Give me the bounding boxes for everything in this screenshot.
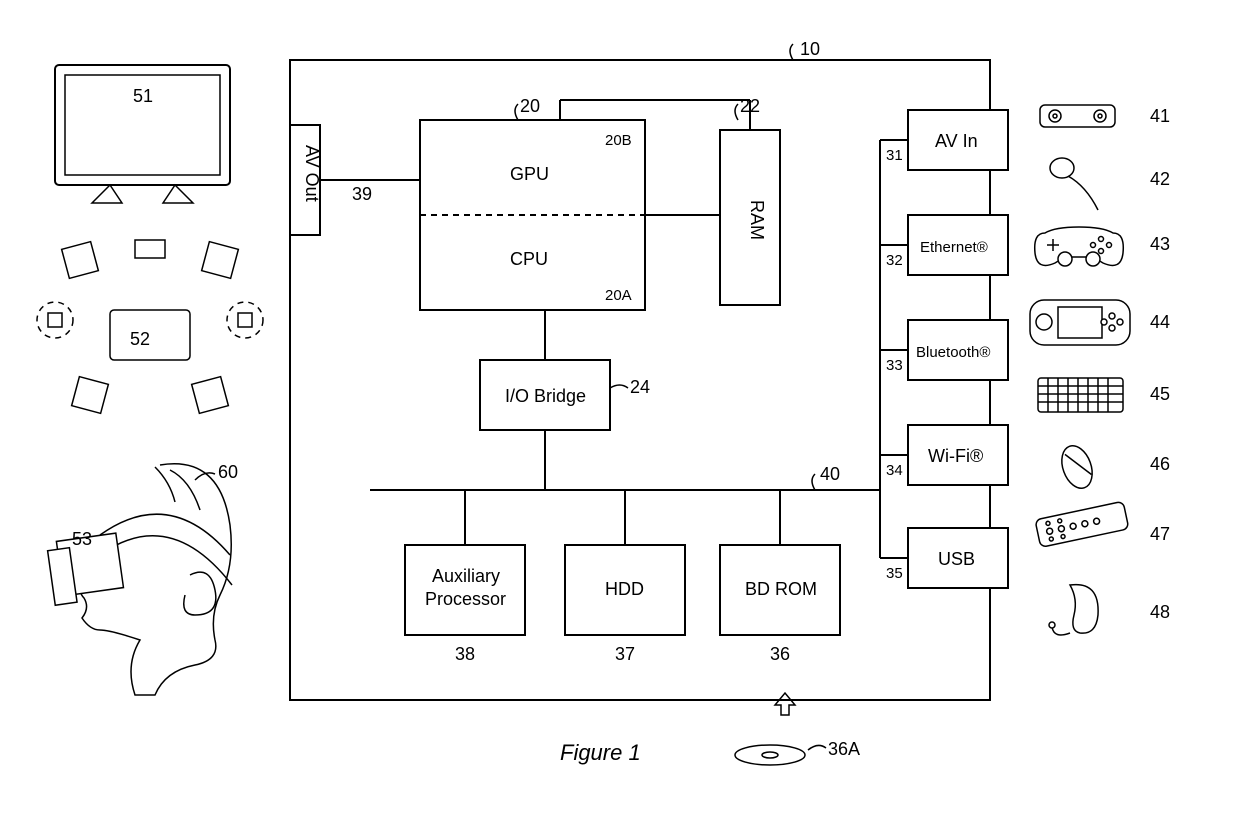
port-avin-ref: 31 — [886, 147, 903, 164]
leader-36a — [808, 745, 826, 750]
ram-label: RAM — [747, 200, 767, 240]
gpu-ref: 20B — [605, 132, 632, 149]
handheld-icon — [1030, 300, 1130, 345]
avout-bus-ref: 39 — [352, 184, 372, 204]
port-wifi-label: Wi-Fi® — [928, 446, 983, 466]
disc-icon — [735, 745, 805, 765]
mouse-icon — [1056, 442, 1097, 493]
hdd-label: HDD — [605, 579, 644, 599]
io-bus-ref: 40 — [820, 464, 840, 484]
port-eth-label: Ethernet® — [920, 239, 988, 256]
hmd-ref: 60 — [218, 462, 238, 482]
hmd-icon — [48, 464, 232, 695]
hmd-visor-ref: 53 — [72, 529, 92, 549]
camera-icon — [1040, 105, 1115, 127]
io-bridge-ref: 24 — [630, 377, 650, 397]
tv-ref: 51 — [133, 86, 153, 106]
aux-label2: Processor — [425, 589, 506, 609]
io-bridge-label: I/O Bridge — [505, 386, 586, 406]
remote-icon — [1035, 501, 1129, 547]
aux-ref: 38 — [455, 644, 475, 664]
mic-ref: 42 — [1150, 169, 1170, 189]
headset-ref: 48 — [1150, 602, 1170, 622]
mouse-ref: 46 — [1150, 454, 1170, 474]
bdrom-ref: 36 — [770, 644, 790, 664]
headset-icon — [1049, 585, 1098, 635]
port-avin-label: AV In — [935, 131, 978, 151]
port-bt-label: Bluetooth® — [916, 344, 990, 361]
cpu-ref: 20A — [605, 287, 632, 304]
port-bt-ref: 33 — [886, 357, 903, 374]
aux-label1: Auxiliary — [432, 566, 500, 586]
disc-ref: 36A — [828, 739, 860, 759]
bdrom-label: BD ROM — [745, 579, 817, 599]
keyboard-icon — [1038, 378, 1123, 412]
port-eth-ref: 32 — [886, 252, 903, 269]
port-usb-label: USB — [938, 549, 975, 569]
figure-canvas: 10 AV Out GPU 20B CPU 20A 20 RAM 22 39 I… — [0, 0, 1240, 813]
port-usb-ref: 35 — [886, 565, 903, 582]
leader-10 — [790, 44, 793, 60]
port-wifi-ref: 34 — [886, 462, 903, 479]
system-ref: 10 — [800, 39, 820, 59]
camera-ref: 41 — [1150, 106, 1170, 126]
apu-ref: 20 — [520, 96, 540, 116]
gamepad-icon — [1035, 227, 1124, 266]
remote-ref: 47 — [1150, 524, 1170, 544]
hdd-ref: 37 — [615, 644, 635, 664]
surround-ref: 52 — [130, 329, 150, 349]
gamepad-ref: 43 — [1150, 234, 1170, 254]
surround-icon — [37, 240, 263, 413]
microphone-icon — [1050, 158, 1098, 210]
cpu-label: CPU — [510, 249, 548, 269]
keyboard-ref: 45 — [1150, 384, 1170, 404]
av-out-label: AV Out — [302, 145, 322, 202]
gpu-label: GPU — [510, 164, 549, 184]
handheld-ref: 44 — [1150, 312, 1170, 332]
figure-caption: Figure 1 — [560, 740, 641, 765]
